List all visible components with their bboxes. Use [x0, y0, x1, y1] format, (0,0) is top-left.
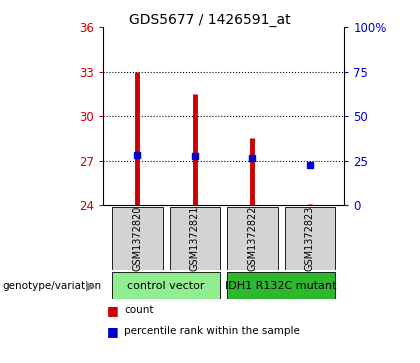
Text: GSM1372820: GSM1372820 — [132, 206, 142, 272]
Bar — [112, 207, 163, 270]
Bar — [285, 207, 335, 270]
Text: ■: ■ — [107, 325, 119, 338]
Text: IDH1 R132C mutant: IDH1 R132C mutant — [226, 281, 337, 291]
Bar — [170, 207, 220, 270]
Text: ■: ■ — [107, 304, 119, 317]
Text: GSM1372821: GSM1372821 — [190, 206, 200, 272]
Bar — [112, 272, 220, 299]
Text: GSM1372823: GSM1372823 — [305, 206, 315, 272]
Text: GSM1372822: GSM1372822 — [247, 206, 257, 272]
Text: control vector: control vector — [127, 281, 205, 291]
Text: ▶: ▶ — [86, 280, 95, 292]
Text: percentile rank within the sample: percentile rank within the sample — [124, 326, 300, 337]
Text: count: count — [124, 305, 153, 315]
Text: GDS5677 / 1426591_at: GDS5677 / 1426591_at — [129, 13, 291, 27]
Bar — [227, 207, 278, 270]
Text: genotype/variation: genotype/variation — [2, 281, 101, 291]
Bar — [227, 272, 335, 299]
